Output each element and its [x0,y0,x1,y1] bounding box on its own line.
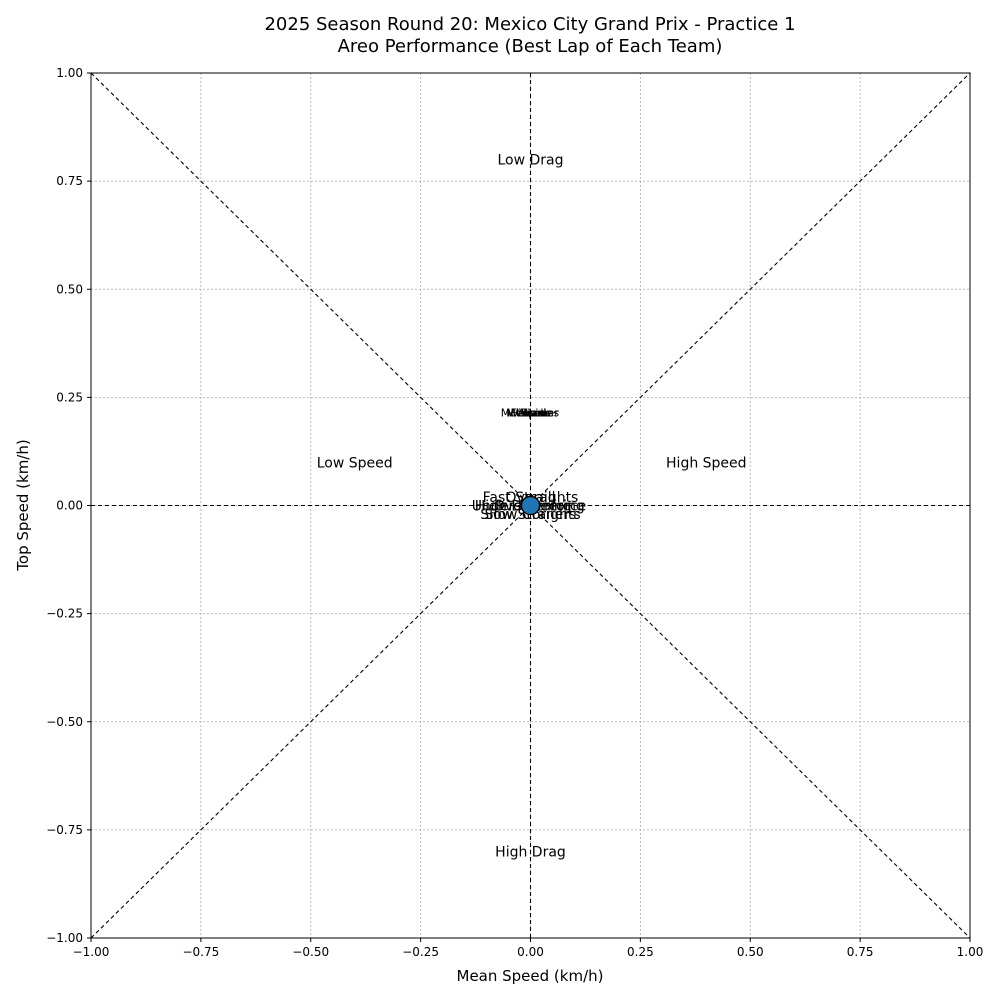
chart-title-line2: Areo Performance (Best Lap of Each Team) [338,36,723,57]
y-axis-ticks: −1.00 −0.75 −0.50 −0.25 0.00 0.25 0.50 0.75 1.00 [46,66,91,945]
team-label: Ferrari [510,407,546,420]
region-label: High Drag [495,845,566,861]
team-label: Haas [523,407,551,420]
team-labels: McLarenFerrariMercedesWilliamsAlpineHaas… [501,407,560,420]
region-label: Slow Corners [485,507,577,523]
team-label: Sauber [520,407,559,420]
x-tick-label: −1.00 [73,945,110,959]
team-label: Mercedes [506,407,559,420]
y-tick-label: 1.00 [56,66,83,80]
chart-title-line1: 2025 Season Round 20: Mexico City Grand … [264,14,795,35]
data-points [520,495,541,516]
x-tick-label: −0.50 [292,945,329,959]
x-tick-label: 0.00 [517,945,544,959]
y-tick-label: 0.25 [56,390,83,404]
team-label: McLaren [501,407,547,420]
x-tick-label: 0.25 [627,945,654,959]
x-tick-label: −0.75 [182,945,219,959]
team-label: Williams [507,407,553,420]
y-tick-label: 0.00 [56,499,83,513]
region-label: Low Speed [317,455,393,471]
y-tick-label: −0.50 [46,715,83,729]
x-tick-label: 0.75 [847,945,874,959]
x-tick-label: 0.50 [737,945,764,959]
data-point [520,495,541,516]
y-tick-label: −1.00 [46,931,83,945]
region-label: Low Drag [497,153,563,169]
y-tick-label: 0.75 [56,174,83,188]
x-axis-ticks: −1.00 −0.75 −0.50 −0.25 0.00 0.25 0.50 0.75 1.00 [73,938,984,959]
y-tick-label: 0.50 [56,282,83,296]
y-tick-label: −0.75 [46,823,83,837]
y-tick-label: −0.25 [46,607,83,621]
x-tick-label: 1.00 [957,945,984,959]
x-axis-label: Mean Speed (km/h) [457,967,604,985]
y-axis-label: Top Speed (km/h) [14,439,32,571]
x-tick-label: −0.25 [402,945,439,959]
region-label: High Speed [666,455,747,471]
region-label: Slow Straights [480,507,580,523]
team-label: Alpine [518,407,553,420]
